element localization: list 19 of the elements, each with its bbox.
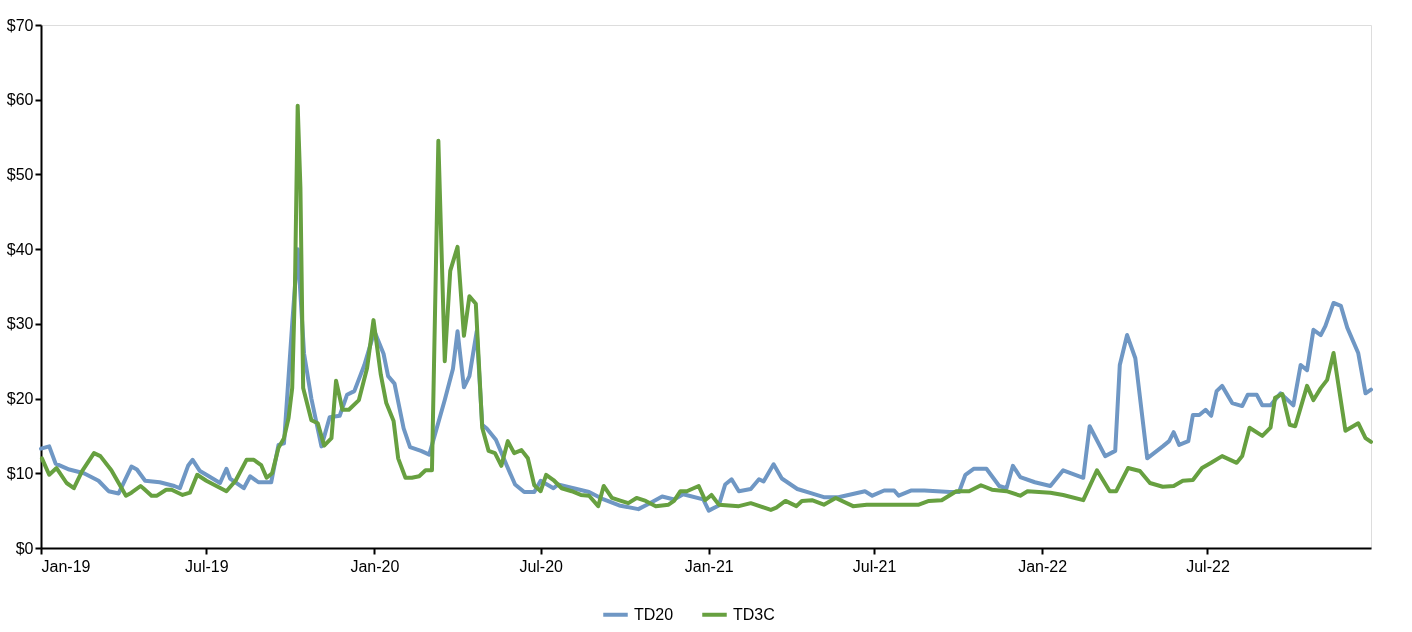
y-tick-label: $50 xyxy=(6,165,34,183)
y-tick-label: $20 xyxy=(6,390,34,408)
x-tick-label: Jul-20 xyxy=(519,557,564,575)
line-series xyxy=(39,103,1373,512)
x-tick-label: Jan-19 xyxy=(41,557,91,575)
y-tick-label: $40 xyxy=(6,240,34,258)
y-tick-label: $70 xyxy=(6,16,34,34)
x-tick-label: Jul-21 xyxy=(852,557,897,575)
x-tick-label: Jul-22 xyxy=(1186,557,1230,575)
x-tick-label: Jan-21 xyxy=(684,557,734,575)
x-tick-label: Jan-20 xyxy=(350,557,400,575)
y-tick-label: $0 xyxy=(15,539,34,557)
y-tick-label: $10 xyxy=(6,464,34,482)
legend-label: TD20 xyxy=(634,605,674,623)
y-tick-label: $60 xyxy=(6,91,34,109)
legend-label: TD3C xyxy=(733,605,775,623)
x-tick-label: Jul-19 xyxy=(185,557,229,575)
y-tick-label: $30 xyxy=(6,315,34,333)
x-tick-label: Jan-22 xyxy=(1018,557,1068,575)
